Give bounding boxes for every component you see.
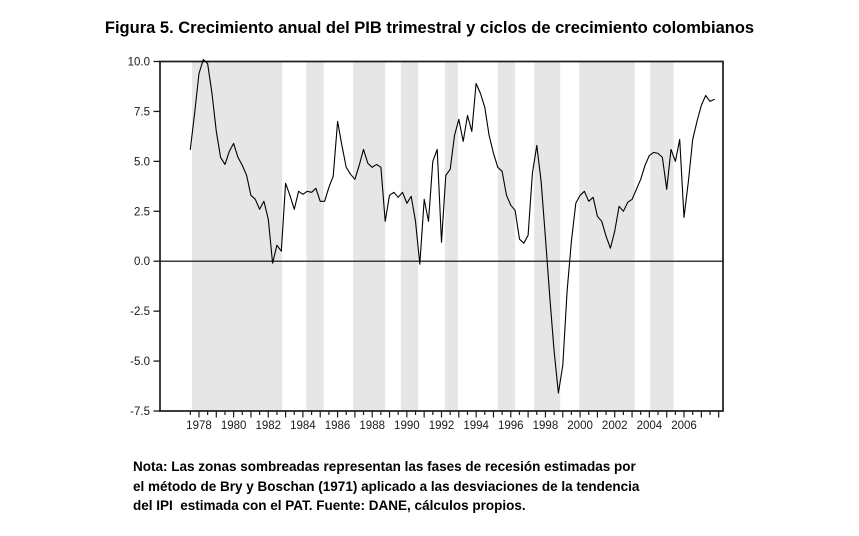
y-axis-tick-label: 7.5: [134, 106, 150, 118]
recession-band: [650, 62, 674, 411]
x-axis-tick-label: 1982: [255, 420, 281, 432]
recession-band: [306, 62, 324, 411]
recession-band: [400, 62, 419, 411]
y-axis-tick-label: 5.0: [134, 156, 150, 168]
x-axis-tick-label: 1978: [186, 420, 212, 432]
x-axis-tick-label: 1984: [290, 420, 316, 432]
figure-note: Nota: Las zonas sombreadas representan l…: [133, 459, 640, 513]
x-axis-tick-label: 2002: [602, 420, 628, 432]
y-axis-tick-label: -7.5: [130, 406, 150, 418]
x-axis-tick-label: 1990: [394, 420, 420, 432]
x-axis-tick-label: 1994: [463, 420, 489, 432]
recession-band: [497, 62, 516, 411]
x-axis-tick-label: 1998: [533, 420, 559, 432]
y-axis-tick-label: 10.0: [128, 57, 150, 69]
x-axis-tick-label: 2004: [637, 420, 663, 432]
x-axis-tick-label: 2006: [671, 420, 697, 432]
recession-band: [353, 62, 386, 411]
y-axis-tick-label: -5.0: [130, 356, 150, 368]
x-axis-tick-label: 1986: [325, 420, 351, 432]
y-axis-tick-label: 0.0: [134, 256, 150, 268]
x-axis-tick-label: 1992: [429, 420, 455, 432]
recession-band: [534, 62, 561, 411]
figure-title: Figura 5. Crecimiento anual del PIB trim…: [104, 19, 755, 37]
x-axis-tick-label: 1980: [221, 420, 247, 432]
gdp-growth-line: [189, 58, 715, 394]
x-axis-tick-label: 1988: [359, 420, 385, 432]
recession-band: [444, 62, 458, 411]
recession-band: [192, 62, 283, 411]
y-axis-tick-label: -2.5: [130, 306, 150, 318]
y-axis-tick-label: 2.5: [134, 206, 150, 218]
x-axis-tick-label: 2000: [567, 420, 593, 432]
x-axis-tick-label: 1996: [498, 420, 524, 432]
recession-band: [579, 62, 635, 411]
